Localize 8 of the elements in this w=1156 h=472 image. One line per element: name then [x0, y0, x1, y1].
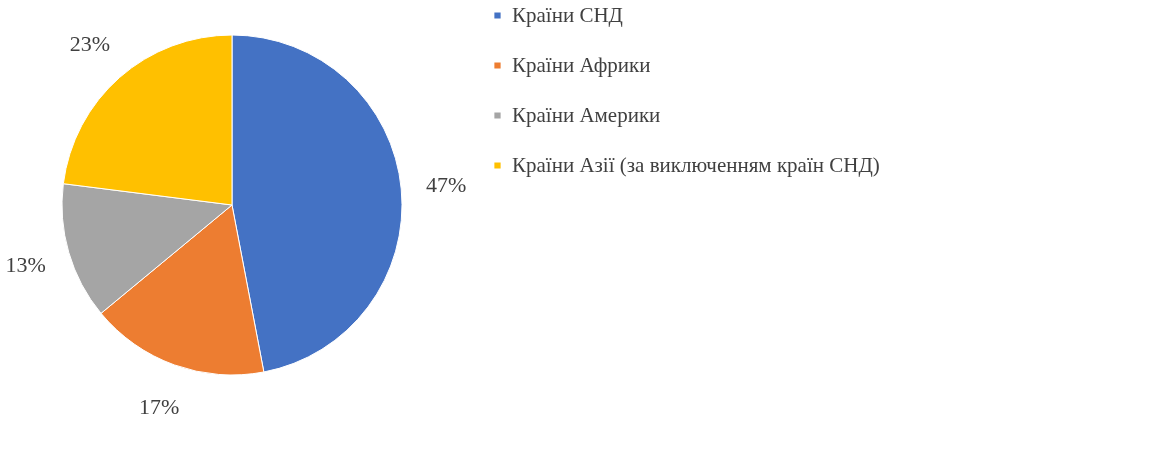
legend-label: Країни Африки	[512, 52, 651, 77]
data-label: 47%	[425, 171, 467, 197]
data-label: 23%	[69, 30, 110, 56]
legend-label: Країни СНД	[512, 2, 623, 27]
legend-label: Країни Америки	[512, 102, 661, 127]
data-label: 13%	[5, 251, 46, 277]
data-label: 17%	[139, 394, 180, 420]
legend-label: Країни Азії (за виключенням країн СНД)	[512, 152, 880, 177]
